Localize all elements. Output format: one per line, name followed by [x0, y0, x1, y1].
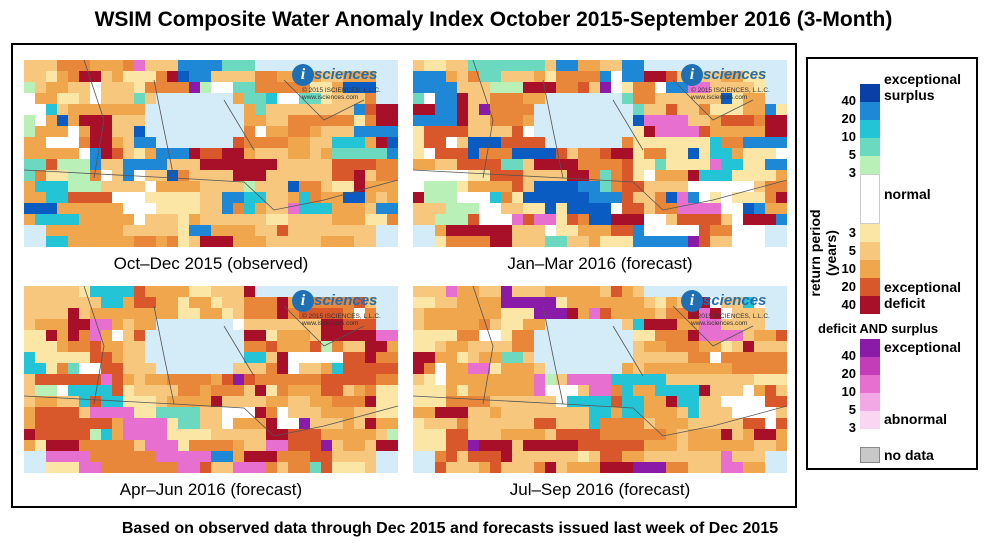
both-value: 5	[848, 402, 856, 417]
map-panel-4: i sciences © 2015 ISCIENCES, L.L.C. www.isc…	[413, 286, 787, 473]
deficit-swatch	[860, 260, 880, 278]
surplus-value: 5	[848, 147, 856, 162]
no-data-swatch	[860, 447, 880, 463]
panel-caption: Oct–Dec 2015 (observed)	[113, 254, 309, 273]
surplus-swatch	[860, 156, 880, 174]
anomaly-map	[24, 60, 398, 247]
isciences-logo: i sciences © 2015 ISCIENCES, L.L.C. www.isc…	[681, 64, 781, 102]
label-both-abnormal: abnormal	[884, 411, 948, 427]
surplus-swatch	[860, 138, 880, 156]
legend: return period (years) 40 20 10 5 3 3 5 10 20 40 ex…	[806, 57, 978, 470]
surplus-value: 3	[848, 165, 856, 180]
both-value: 20	[841, 366, 856, 381]
anomaly-map	[413, 286, 787, 473]
panel-caption: Jan–Mar 2016 (forecast)	[507, 254, 693, 273]
label-both-heading: deficit AND surplus	[818, 321, 939, 336]
label-both-exceptional: exceptional	[884, 339, 962, 355]
panel-caption: Apr–Jun 2016 (forecast)	[119, 480, 303, 499]
both-swatch	[860, 339, 880, 357]
map-panel-1: i sciences © 2015 ISCIENCES, L.L.C. www.isc…	[24, 60, 398, 247]
panel-caption: Jul–Sep 2016 (forecast)	[509, 480, 691, 499]
both-swatch	[860, 357, 880, 375]
isciences-logo: i sciences © 2015 ISCIENCES, L.L.C. www.isc…	[292, 64, 392, 102]
isciences-logo: i sciences © 2015 ISCIENCES, L.L.C. www.isc…	[681, 290, 781, 328]
both-swatch	[860, 375, 880, 393]
both-value: 40	[841, 348, 856, 363]
both-swatch	[860, 411, 880, 429]
isciences-logo: i sciences © 2015 ISCIENCES, L.L.C. www.isc…	[292, 290, 392, 328]
deficit-value: 5	[848, 243, 856, 258]
deficit-swatch	[860, 296, 880, 314]
label-exceptional-surplus: exceptional surplus	[884, 71, 962, 103]
surplus-value: 20	[841, 111, 856, 126]
surplus-swatch	[860, 102, 880, 120]
surplus-swatch	[860, 120, 880, 138]
label-normal: normal	[884, 186, 931, 202]
deficit-value: 3	[848, 225, 856, 240]
both-value: 3	[848, 420, 856, 435]
deficit-value: 40	[841, 297, 856, 312]
deficit-swatch	[860, 242, 880, 260]
label-no-data: no data	[884, 447, 934, 463]
map-panels-frame	[11, 43, 797, 508]
deficit-swatch	[860, 278, 880, 296]
deficit-value: 20	[841, 279, 856, 294]
deficit-swatch	[860, 224, 880, 242]
surplus-swatch	[860, 84, 880, 102]
normal-swatch	[860, 174, 880, 224]
both-value: 10	[841, 384, 856, 399]
surplus-value: 40	[841, 93, 856, 108]
map-panel-3: i sciences © 2015 ISCIENCES, L.L.C. www.isc…	[24, 286, 398, 473]
label-exceptional-deficit: exceptional deficit	[884, 279, 962, 311]
surplus-value: 10	[841, 129, 856, 144]
both-swatch	[860, 393, 880, 411]
anomaly-map	[24, 286, 398, 473]
figure-title: WSIM Composite Water Anomaly Index Octob…	[94, 8, 893, 31]
footer-note: Based on observed data through Dec 2015 …	[121, 520, 779, 537]
deficit-value: 10	[841, 261, 856, 276]
map-panel-2: i sciences © 2015 ISCIENCES, L.L.C. www.isc…	[413, 60, 787, 247]
